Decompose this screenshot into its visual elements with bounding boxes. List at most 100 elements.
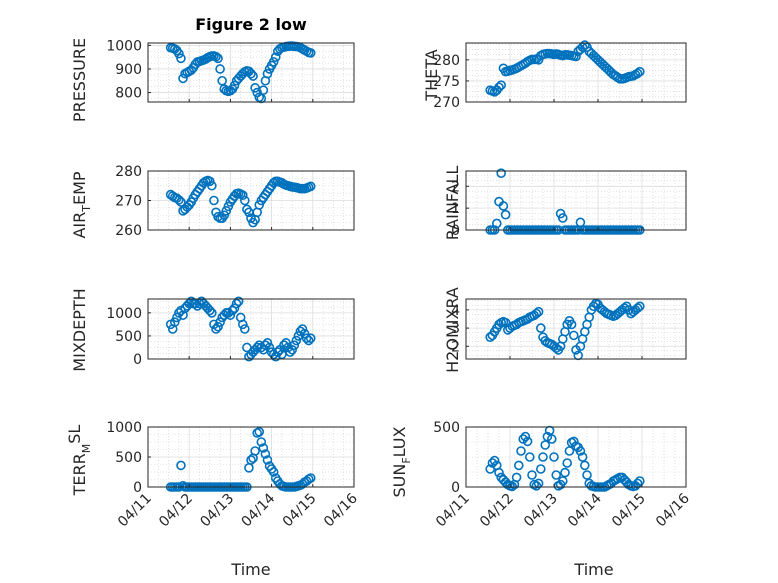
data-point bbox=[491, 218, 502, 229]
data-point bbox=[571, 51, 581, 62]
data-point bbox=[213, 53, 223, 64]
data-point bbox=[240, 324, 250, 334]
y-tick-label: 260 bbox=[115, 223, 142, 239]
y-tick-label: 275 bbox=[433, 74, 460, 90]
y-tick-label: 1000 bbox=[106, 38, 142, 54]
y-axis-label: THETA bbox=[422, 49, 441, 101]
data-point bbox=[221, 206, 232, 216]
y-axis-label: H2OMIXRA bbox=[443, 287, 462, 373]
data-point bbox=[568, 330, 579, 341]
y-tick-label: 4 bbox=[451, 303, 460, 319]
data-point bbox=[213, 211, 223, 222]
data-point bbox=[579, 460, 590, 471]
axes-frame bbox=[147, 298, 355, 360]
data-point bbox=[246, 213, 256, 223]
data-point bbox=[240, 195, 250, 206]
data-point bbox=[207, 180, 217, 191]
y-tick-label: 280 bbox=[115, 164, 142, 180]
data-point bbox=[293, 331, 304, 341]
y-tick-labels: 0 1 2 bbox=[451, 179, 687, 239]
data-point bbox=[557, 476, 568, 486]
data-point bbox=[507, 481, 518, 492]
axes-frame bbox=[465, 42, 687, 103]
axes-frame bbox=[465, 426, 687, 488]
y-tick-labels: 260 270 280 bbox=[115, 164, 355, 239]
y-axis-label: PRESSURE bbox=[70, 38, 89, 122]
data-point bbox=[634, 476, 645, 486]
data-point bbox=[500, 209, 511, 220]
data-point bbox=[194, 298, 205, 309]
data-point bbox=[540, 440, 551, 450]
data-point bbox=[174, 48, 184, 59]
y-tick-label: 0 bbox=[133, 352, 142, 368]
data-point bbox=[305, 181, 316, 192]
data-point bbox=[205, 176, 215, 187]
data-point bbox=[260, 449, 271, 459]
data-point bbox=[258, 85, 269, 95]
data-point bbox=[562, 458, 573, 468]
panel-h2omixra: 2 3 4 H2OMIXRA bbox=[443, 287, 687, 373]
panel-air-temp: 260 270 280 AIRTEMP bbox=[70, 164, 355, 239]
data-point bbox=[533, 306, 544, 317]
y-axis-label: RAINFALL bbox=[443, 166, 462, 241]
data-point bbox=[305, 473, 316, 483]
data-point bbox=[215, 64, 225, 74]
data-markers bbox=[485, 425, 645, 492]
data-point bbox=[527, 470, 537, 480]
data-point bbox=[262, 338, 273, 348]
data-point bbox=[246, 68, 256, 79]
data-point bbox=[579, 40, 590, 50]
data-point bbox=[535, 323, 546, 333]
data-point bbox=[268, 467, 279, 477]
data-point bbox=[496, 80, 507, 90]
data-point bbox=[299, 328, 310, 339]
data-point bbox=[213, 321, 223, 332]
data-point bbox=[219, 210, 230, 221]
y-tick-label: 900 bbox=[115, 62, 142, 78]
data-point bbox=[285, 347, 295, 357]
data-point bbox=[248, 71, 258, 81]
data-point bbox=[303, 335, 314, 346]
data-point bbox=[531, 480, 542, 491]
y-tick-labels: 0 500 1000 bbox=[106, 420, 151, 496]
data-point bbox=[176, 197, 186, 207]
y-tick-label: 1000 bbox=[106, 306, 142, 322]
data-point bbox=[575, 446, 586, 456]
y-tick-label: 800 bbox=[115, 86, 142, 102]
data-point bbox=[258, 443, 269, 453]
data-point bbox=[258, 344, 269, 355]
panel-pressure: 800 900 1000 PRESSURE Figure 2 low bbox=[70, 15, 355, 122]
y-tick-label: 500 bbox=[115, 450, 142, 466]
data-point bbox=[233, 296, 244, 307]
y-axis-label: MIXDEPTH bbox=[70, 288, 89, 371]
data-point bbox=[494, 467, 504, 478]
data-markers bbox=[165, 296, 316, 362]
data-point bbox=[513, 460, 524, 471]
y-tick-label: 270 bbox=[115, 194, 142, 210]
y-tick-label: 500 bbox=[433, 420, 460, 436]
data-point bbox=[215, 317, 225, 327]
data-point bbox=[264, 342, 275, 353]
data-point bbox=[551, 343, 562, 353]
data-point bbox=[227, 305, 238, 316]
data-point bbox=[494, 82, 504, 93]
data-point bbox=[246, 455, 256, 465]
data-point bbox=[564, 446, 575, 456]
y-axis-label: SUNFLUX bbox=[390, 426, 413, 497]
axes-frame bbox=[147, 42, 355, 103]
data-markers bbox=[485, 298, 645, 361]
y-tick-label: 0 bbox=[451, 480, 460, 496]
data-point bbox=[549, 452, 559, 462]
y-tick-labels: 270 275 280 bbox=[433, 53, 687, 111]
data-point bbox=[498, 201, 509, 211]
data-point bbox=[496, 168, 507, 178]
data-point bbox=[489, 455, 500, 466]
data-point bbox=[305, 333, 316, 344]
data-point bbox=[568, 436, 579, 447]
data-point bbox=[256, 437, 267, 447]
data-point bbox=[588, 301, 599, 312]
data-point bbox=[634, 301, 645, 312]
panel-mixdepth: 0 500 1000 MIXDEPTH bbox=[70, 288, 355, 372]
data-point bbox=[297, 324, 308, 334]
